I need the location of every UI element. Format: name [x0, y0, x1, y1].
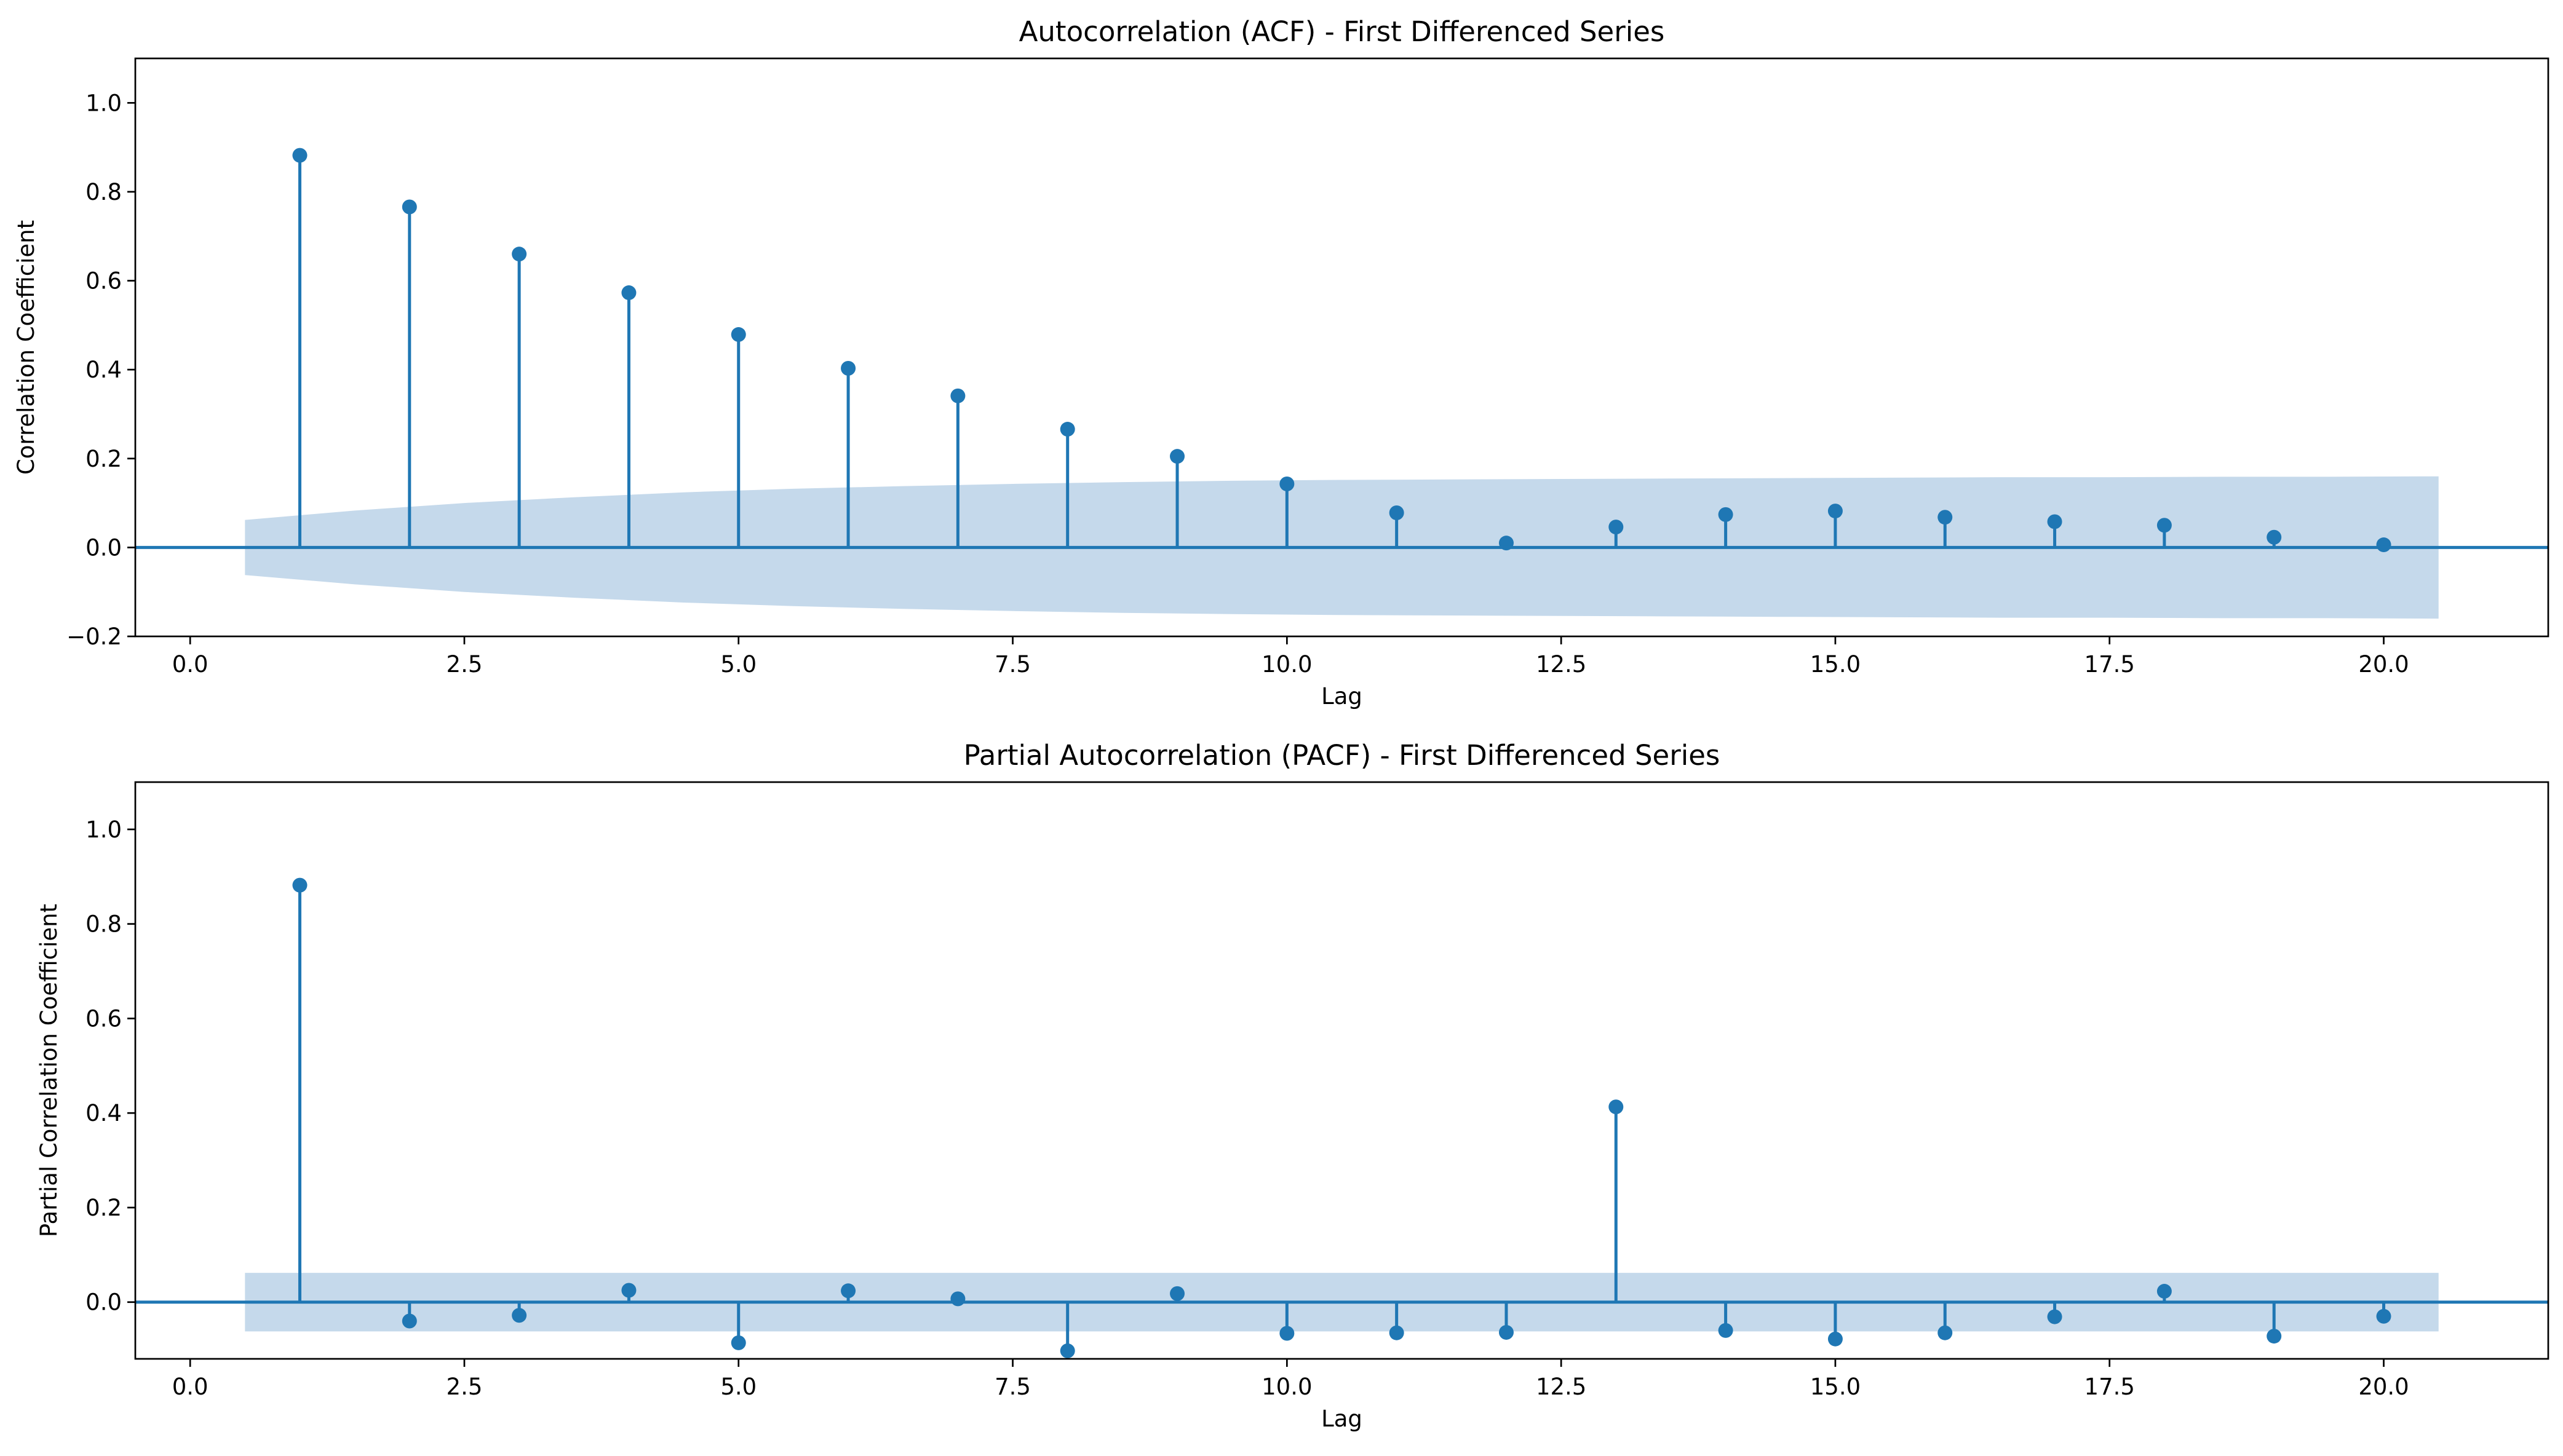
y-tick-label: 1.0: [85, 90, 122, 116]
x-axis-label: Lag: [1321, 1406, 1362, 1432]
x-axis-label: Lag: [1321, 683, 1362, 710]
marker-lag-18: [2156, 1284, 2172, 1299]
marker-lag-1: [292, 148, 308, 163]
marker-lag-12: [1498, 1324, 1514, 1340]
marker-lag-5: [731, 327, 746, 342]
marker-lag-14: [1718, 507, 1733, 522]
x-tick-label: 7.5: [995, 651, 1031, 678]
x-tick-label: 20.0: [2358, 651, 2409, 678]
x-tick-label: 17.5: [2084, 651, 2135, 678]
marker-lag-9: [1170, 1286, 1185, 1301]
x-tick-label: 10.0: [1262, 651, 1312, 678]
axes-frame: [134, 57, 2549, 638]
marker-lag-8: [1060, 1343, 1075, 1358]
x-tick-label: 12.5: [1536, 651, 1586, 678]
x-tick-label: 5.0: [720, 651, 757, 678]
marker-lag-20: [2376, 537, 2391, 553]
marker-lag-7: [950, 388, 966, 403]
chart-title: Autocorrelation (ACF) - First Difference…: [1019, 15, 1665, 48]
marker-lag-15: [1827, 1331, 1843, 1347]
marker-lag-4: [621, 1283, 637, 1298]
x-tick-label: 2.5: [447, 1374, 483, 1400]
marker-lag-13: [1608, 520, 1624, 535]
marker-lag-7: [950, 1291, 966, 1307]
marker-lag-18: [2156, 518, 2172, 533]
y-axis-label: Correlation Coefficient: [13, 220, 39, 475]
x-tick-label: 5.0: [720, 1374, 757, 1400]
y-tick-label: 1.0: [85, 817, 122, 843]
x-tick-label: 12.5: [1536, 1374, 1586, 1400]
y-tick-label: 0.6: [85, 268, 122, 295]
marker-lag-3: [512, 1308, 527, 1323]
marker-lag-19: [2267, 1329, 2282, 1344]
axes-frame: [134, 781, 2549, 1360]
marker-lag-2: [402, 199, 417, 215]
marker-lag-8: [1060, 422, 1075, 437]
y-tick-label: 0.0: [85, 534, 122, 561]
y-tick-label: 0.8: [85, 911, 122, 938]
marker-lag-16: [1937, 1325, 1953, 1340]
marker-lag-19: [2267, 529, 2282, 545]
marker-lag-6: [841, 360, 856, 376]
y-tick-label: −0.2: [66, 623, 122, 650]
marker-lag-4: [621, 285, 637, 301]
y-tick-label: 0.8: [85, 179, 122, 205]
marker-lag-1: [292, 877, 308, 893]
pacf-panel: 0.0 2.5 5.0 7.5 10.0 12.5 15.0 17.5 20.0 0.0 0.2 0.…: [36, 739, 2549, 1432]
x-tick-label: 20.0: [2358, 1374, 2409, 1400]
marker-lag-11: [1389, 505, 1404, 520]
y-tick-label: 0.2: [85, 1195, 122, 1221]
x-tick-label: 0.0: [172, 651, 209, 678]
y-tick-label: 0.2: [85, 446, 122, 472]
chart-title: Partial Autocorrelation (PACF) - First D…: [964, 739, 1720, 772]
y-tick-label: 0.0: [85, 1289, 122, 1316]
marker-lag-10: [1279, 1326, 1295, 1341]
marker-lag-13: [1608, 1099, 1624, 1115]
marker-lag-17: [2047, 1309, 2062, 1324]
x-tick-label: 15.0: [1810, 1374, 1861, 1400]
x-tick-label: 10.0: [1262, 1374, 1312, 1400]
x-tick-label: 15.0: [1810, 651, 1861, 678]
x-tick-label: 7.5: [995, 1374, 1031, 1400]
marker-lag-14: [1718, 1323, 1733, 1338]
y-axis-label: Partial Correlation Coefficient: [36, 904, 62, 1237]
marker-lag-5: [731, 1335, 746, 1350]
marker-lag-3: [512, 247, 527, 262]
marker-lag-10: [1279, 476, 1295, 491]
marker-lag-15: [1827, 504, 1843, 519]
marker-lag-9: [1170, 449, 1185, 464]
marker-lag-6: [841, 1283, 856, 1299]
marker-lag-20: [2376, 1308, 2391, 1324]
marker-lag-16: [1937, 510, 1953, 525]
x-tick-label: 0.0: [172, 1374, 209, 1400]
acf-panel: 0.0 2.5 5.0 7.5 10.0 12.5 15.0 17.5 20.0 −0.2 0.0 0…: [13, 15, 2549, 710]
marker-lag-11: [1389, 1325, 1404, 1340]
x-tick-label: 17.5: [2084, 1374, 2135, 1400]
y-tick-label: 0.4: [85, 357, 122, 383]
y-tick-label: 0.4: [85, 1100, 122, 1126]
x-tick-label: 2.5: [447, 651, 483, 678]
y-tick-label: 0.6: [85, 1005, 122, 1032]
marker-lag-17: [2047, 514, 2062, 529]
marker-lag-2: [402, 1313, 417, 1329]
